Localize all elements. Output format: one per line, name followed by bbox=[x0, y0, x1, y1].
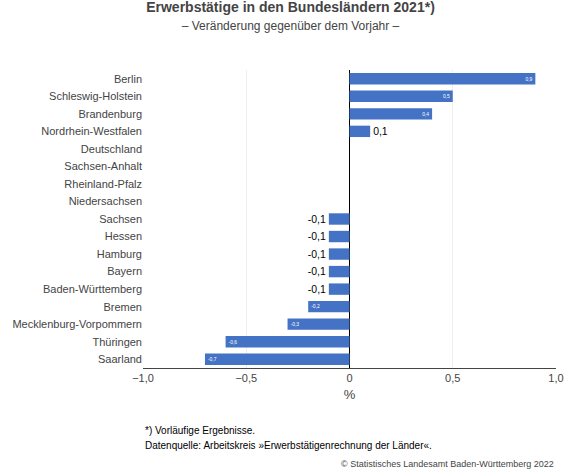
svg-text:-0,1: -0,1 bbox=[308, 231, 326, 242]
svg-text:Hessen: Hessen bbox=[105, 230, 142, 242]
svg-text:Niedersachsen: Niedersachsen bbox=[69, 195, 142, 207]
svg-text:Datenquelle: Arbeitskreis »Erw: Datenquelle: Arbeitskreis »Erwerbstätige… bbox=[145, 440, 432, 451]
svg-text:Mecklenburg-Vorpommern: Mecklenburg-Vorpommern bbox=[12, 318, 142, 330]
svg-text:Hamburg: Hamburg bbox=[97, 248, 142, 260]
svg-text:Schleswig-Holstein: Schleswig-Holstein bbox=[49, 90, 142, 102]
svg-text:-0,3: -0,3 bbox=[291, 322, 300, 327]
svg-text:Erwerbstätige in den Bundeslän: Erwerbstätige in den Bundesländern 2021*… bbox=[146, 0, 435, 33]
svg-text:-0,1: -0,1 bbox=[308, 266, 326, 277]
svg-text:-0,1: -0,1 bbox=[308, 249, 326, 260]
svg-text:Bayern: Bayern bbox=[107, 265, 142, 277]
svg-text:© Statistisches Landesamt Bade: © Statistisches Landesamt Baden-Württemb… bbox=[341, 459, 554, 469]
svg-text:Sachsen: Sachsen bbox=[99, 213, 142, 225]
svg-text:-0,1: -0,1 bbox=[308, 214, 326, 225]
svg-text:0,4: 0,4 bbox=[422, 112, 429, 117]
svg-text:-0,1: -0,1 bbox=[308, 284, 326, 295]
svg-text:%: % bbox=[344, 387, 356, 402]
svg-text:0,5: 0,5 bbox=[443, 94, 450, 99]
svg-text:0,5: 0,5 bbox=[445, 372, 460, 384]
svg-text:*) Vorläufige Ergebnisse.: *) Vorläufige Ergebnisse. bbox=[145, 425, 255, 436]
svg-text:Baden-Württemberg: Baden-Württemberg bbox=[43, 283, 142, 295]
svg-text:Deutschland: Deutschland bbox=[81, 143, 142, 155]
svg-text:Thüringen: Thüringen bbox=[92, 336, 142, 348]
svg-text:0,1: 0,1 bbox=[373, 126, 388, 137]
svg-text:Berlin: Berlin bbox=[114, 73, 142, 85]
svg-text:-0,7: -0,7 bbox=[208, 357, 217, 362]
svg-text:Brandenburg: Brandenburg bbox=[78, 108, 142, 120]
svg-text:Bremen: Bremen bbox=[103, 301, 142, 313]
svg-text:−0,5: −0,5 bbox=[235, 372, 257, 384]
svg-text:Sachsen-Anhalt: Sachsen-Anhalt bbox=[64, 160, 142, 172]
svg-text:0: 0 bbox=[346, 372, 352, 384]
svg-text:Rheinland-Pfalz: Rheinland-Pfalz bbox=[64, 178, 142, 190]
svg-text:−1,0: −1,0 bbox=[132, 372, 154, 384]
svg-text:-0,6: -0,6 bbox=[229, 340, 238, 345]
svg-text:Saarland: Saarland bbox=[98, 353, 142, 365]
svg-text:1,0: 1,0 bbox=[548, 372, 563, 384]
svg-text:0,9: 0,9 bbox=[525, 77, 532, 82]
svg-text:Nordrhein-Westfalen: Nordrhein-Westfalen bbox=[41, 125, 142, 137]
svg-text:-0,2: -0,2 bbox=[311, 304, 320, 309]
